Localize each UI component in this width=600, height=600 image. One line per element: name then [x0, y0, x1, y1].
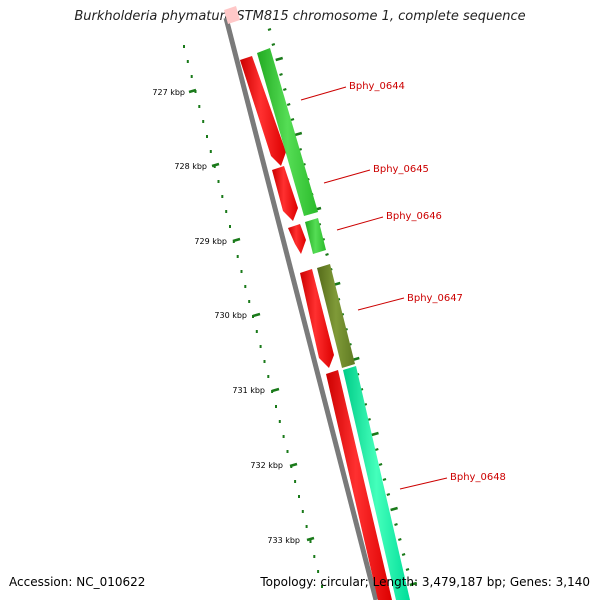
- outer-tick: [290, 118, 295, 121]
- gene-label-leader: [399, 477, 448, 490]
- gene-feature-bphy-0644[interactable]: [257, 48, 318, 216]
- cds-feature-bphy-0645[interactable]: [272, 166, 298, 221]
- outer-tick: [409, 581, 418, 587]
- outer-tick-marks: [267, 28, 418, 587]
- ruler-dot: [259, 345, 262, 348]
- gene-label-leader: [300, 86, 347, 101]
- outer-tick: [374, 448, 379, 451]
- ruler-dot: [294, 480, 297, 483]
- outer-tick: [394, 523, 398, 526]
- ruler-dot: [271, 390, 274, 393]
- tick-label: 733 kbp: [267, 536, 300, 545]
- major-tick: [211, 162, 220, 168]
- gene-label-bphy-0644[interactable]: Bphy_0644: [349, 81, 405, 92]
- gene-label-leader: [336, 216, 384, 231]
- ruler-dot: [263, 360, 266, 363]
- gene-label-bphy-0645[interactable]: Bphy_0645: [373, 164, 429, 175]
- ruler-dot: [298, 495, 300, 498]
- gene-feature-bphy-0647[interactable]: [317, 264, 355, 368]
- ruler-dot: [225, 210, 228, 213]
- gene-label-bphy-0647[interactable]: Bphy_0647: [407, 293, 463, 304]
- ruler-dot: [248, 300, 251, 303]
- outer-tick: [405, 568, 410, 571]
- partial-feature: [224, 6, 240, 24]
- ruler-dot: [244, 285, 247, 288]
- outer-tick: [325, 253, 329, 256]
- ruler-dot: [255, 330, 258, 333]
- outer-tick: [286, 103, 291, 106]
- ruler-dot: [183, 45, 185, 48]
- gene-label-leader: [357, 297, 405, 311]
- ruler-dot: [202, 120, 205, 123]
- major-tick: [188, 88, 197, 94]
- map-title: Burkholderia phymatum STM815 chromosome …: [74, 9, 526, 24]
- major-tick: [252, 312, 261, 318]
- cds-feature-bphy-0644[interactable]: [240, 56, 286, 166]
- outer-tick: [294, 131, 303, 137]
- ruler-dot: [194, 90, 197, 93]
- ruler-dot: [301, 510, 304, 513]
- ruler-dot: [209, 150, 212, 153]
- ruler-dot: [236, 255, 239, 258]
- outer-tick: [378, 463, 383, 466]
- outer-tick: [397, 538, 402, 541]
- outer-tick: [371, 431, 379, 437]
- ruler-dot: [321, 585, 323, 588]
- cds-feature-bphy-0648[interactable]: [326, 370, 392, 600]
- tick-label: 727 kbp: [152, 88, 185, 97]
- ruler-dot: [282, 435, 285, 438]
- outer-tick: [382, 478, 387, 481]
- gene-label-bphy-0648[interactable]: Bphy_0648: [450, 472, 506, 483]
- ruler-dot: [286, 450, 289, 453]
- outer-tick: [390, 506, 398, 512]
- ruler-dot: [221, 195, 224, 198]
- ruler-dot: [305, 525, 308, 528]
- ruler-dot: [252, 315, 254, 318]
- ruler-dot: [217, 180, 220, 183]
- gene-feature-bphy-0646[interactable]: [305, 218, 326, 254]
- topology-summary: Topology: circular; Length: 3,479,187 bp…: [260, 575, 590, 589]
- gene-label-leader: [323, 169, 371, 184]
- outer-tick: [401, 553, 406, 556]
- accession-text: Accession: NC_010622: [9, 575, 146, 589]
- tick-label: 731 kbp: [232, 386, 265, 395]
- ruler-dot: [267, 375, 270, 378]
- ruler-dot: [240, 270, 243, 273]
- ruler-dot: [278, 420, 281, 423]
- cds-feature-bphy-0647[interactable]: [300, 269, 334, 368]
- ruler-dot: [229, 225, 231, 228]
- chromosome-backbone: [223, 17, 379, 600]
- outer-tick: [386, 493, 391, 496]
- ruler-dot: [186, 60, 189, 63]
- major-tick: [306, 536, 315, 542]
- gene-label-bphy-0646[interactable]: Bphy_0646: [386, 211, 442, 222]
- outer-tick: [267, 28, 272, 31]
- tick-label: 732 kbp: [250, 461, 283, 470]
- ruler-dot: [317, 570, 320, 573]
- ruler-dot: [198, 105, 201, 108]
- ruler-dot: [190, 75, 193, 78]
- ruler-dot: [313, 555, 316, 558]
- cds-feature-bphy-0646[interactable]: [288, 224, 306, 254]
- major-tick: [289, 462, 298, 468]
- ruler-dot: [309, 540, 312, 543]
- outer-tick: [271, 43, 276, 46]
- ruler-dot: [206, 135, 208, 138]
- tick-label: 730 kbp: [214, 311, 247, 320]
- tick-label: 728 kbp: [174, 162, 207, 171]
- major-tick: [232, 237, 241, 243]
- ruler-dot: [275, 405, 277, 408]
- inner-tick-marks: [188, 88, 315, 542]
- outer-tick: [275, 56, 284, 62]
- gene-feature-bphy-0648[interactable]: [343, 366, 410, 600]
- tick-label: 729 kbp: [194, 237, 227, 246]
- outer-tick: [282, 88, 287, 91]
- major-tick: [271, 387, 280, 393]
- outer-tick: [279, 73, 283, 76]
